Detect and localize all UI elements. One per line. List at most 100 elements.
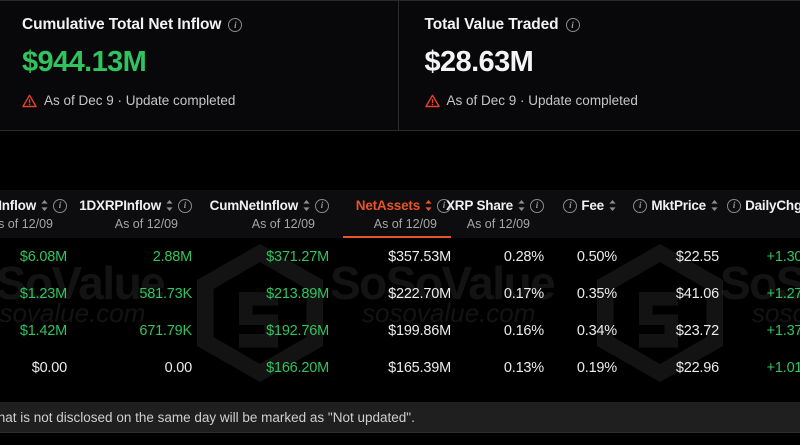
table-cell: 671.79K <box>139 322 192 339</box>
info-icon[interactable]: i <box>727 198 742 213</box>
info-icon[interactable]: i <box>315 198 329 213</box>
column-header-label: MktPrice <box>651 198 706 213</box>
column-header-label: Fee <box>581 198 604 213</box>
info-icon[interactable]: i <box>563 198 578 213</box>
table-cell: $165.39M <box>388 359 451 376</box>
table-cell: +1.30% <box>766 248 800 265</box>
sort-toggle-icon[interactable] <box>424 199 433 212</box>
table-cell: +1.27% <box>766 285 800 302</box>
bottom-strip <box>0 432 800 445</box>
table-cell: $357.53M <box>388 248 451 265</box>
sort-toggle-icon[interactable] <box>710 199 719 212</box>
card-value: $944.13M <box>22 46 147 78</box>
table-cell: $23.72 <box>675 322 719 339</box>
column-header-label: 1DNetInflow <box>0 198 36 213</box>
column-header-subtitle: As of 12/09 <box>466 217 530 231</box>
active-column-indicator <box>343 236 451 238</box>
info-icon[interactable]: i <box>228 18 243 32</box>
data-table-container: SoSoValue sosovalue.com SoSoValue sosova… <box>0 190 800 402</box>
table-cell: 0.34% <box>576 322 617 339</box>
summary-card-total-value-traded: Total Value Traded i $28.63M As of Dec 9… <box>397 1 800 130</box>
column-header-1dxrpinflow[interactable]: 1DXRPInflow i As of 12/09 <box>77 190 202 238</box>
column-header-subtitle: As of 12/09 <box>114 217 178 231</box>
warning-triangle-icon <box>424 94 440 107</box>
table-cell: $371.27M <box>266 248 329 265</box>
column-header-subtitle: As of 12/09 <box>373 217 437 231</box>
card-status: As of Dec 9 · Update completed <box>22 93 398 108</box>
column-header-inner: i MktPrice <box>627 196 729 215</box>
table-cell: +1.01% <box>766 359 800 376</box>
column-header-dailychg[interactable]: i DailyChg <box>727 190 800 238</box>
column-header-inner: 1DNetInflow i <box>0 196 77 215</box>
table-cell: $0.00 <box>31 359 67 376</box>
card-status-label: As of Dec 9 · Update completed <box>44 93 236 108</box>
column-header-inner: NetAssets i <box>339 196 461 215</box>
table-row[interactable]: $6.08M 2.88M $371.27M $357.53M 0.28% 0.50% $22… <box>0 238 800 275</box>
page-title: Cumulative Total Net Inflow <box>22 16 222 33</box>
sort-toggle-icon[interactable] <box>517 199 526 212</box>
footer-disclaimer-banner: that is not disclosed on the same day wi… <box>0 402 800 432</box>
card-status-label: As of Dec 9 · Update completed <box>446 93 638 108</box>
column-header-inner: i DailyChg <box>727 196 800 215</box>
column-header-label: CumNetInflow <box>209 198 299 213</box>
info-icon[interactable]: i <box>178 198 192 213</box>
table-cell: $166.20M <box>266 359 329 376</box>
table-row[interactable]: $0.00 0.00 $166.20M $165.39M 0.13% 0.19% $22.9… <box>0 349 800 386</box>
card-header: Cumulative Total Net Inflow i <box>22 15 398 35</box>
warning-triangle-icon <box>22 94 37 107</box>
column-header-cumnetinflow[interactable]: CumNetInflow i As of 12/09 <box>202 190 339 238</box>
footer-disclaimer-text: that is not disclosed on the same day wi… <box>0 409 415 425</box>
table-cell: $213.89M <box>266 285 329 302</box>
sort-toggle-icon[interactable] <box>165 199 174 212</box>
column-header-mktprice[interactable]: i MktPrice <box>627 190 729 238</box>
info-icon[interactable]: i <box>530 198 544 213</box>
table-cell: 0.19% <box>576 359 617 376</box>
table-body: $6.08M 2.88M $371.27M $357.53M 0.28% 0.50% $22… <box>0 238 800 386</box>
column-header-inner: i Fee <box>554 196 627 215</box>
column-header-xrp-share[interactable]: XRP Share i As of 12/09 <box>446 190 554 238</box>
table-cell: $222.70M <box>388 285 451 302</box>
card-value: $28.63M <box>424 46 534 78</box>
card-status: As of Dec 9 · Update completed <box>424 93 800 108</box>
table-cell: 0.16% <box>503 322 544 339</box>
table-cell: 0.50% <box>576 248 617 265</box>
table-cell: $22.55 <box>675 248 719 265</box>
table-row[interactable]: $1.42M 671.79K $192.76M $199.86M 0.16% 0.34% $… <box>0 312 800 349</box>
sort-toggle-icon[interactable] <box>608 199 617 212</box>
info-icon[interactable]: i <box>633 198 648 213</box>
summary-cards: Cumulative Total Net Inflow i $944.13M A… <box>0 0 800 131</box>
column-header-inner: XRP Share i <box>446 196 554 215</box>
table-cell: $1.23M <box>19 285 67 302</box>
table-cell: 2.88M <box>152 248 193 265</box>
table-cell: +1.37% <box>766 322 800 339</box>
info-icon[interactable]: i <box>565 18 580 32</box>
column-header-label: 1DXRPInflow <box>79 198 161 213</box>
column-header-label: XRP Share <box>446 198 513 213</box>
table-cell: $41.06 <box>675 285 719 302</box>
table-row[interactable]: $1.23M 581.73K $213.89M $222.70M 0.17% 0.35% $… <box>0 275 800 312</box>
column-header-netassets[interactable]: NetAssets i As of 12/09 <box>339 190 461 238</box>
table-cell: 0.28% <box>503 248 544 265</box>
summary-card-cumulative-total-net-inflow: Cumulative Total Net Inflow i $944.13M A… <box>0 1 398 130</box>
table-cell: $22.96 <box>675 359 719 376</box>
card-header: Total Value Traded i <box>425 15 800 35</box>
info-icon[interactable]: i <box>53 198 67 213</box>
sort-toggle-icon[interactable] <box>302 199 311 212</box>
table-cell: $192.76M <box>266 322 329 339</box>
column-header-label: DailyChg <box>745 198 800 213</box>
column-header-subtitle: As of 12/09 <box>0 217 53 231</box>
column-header-inner: 1DXRPInflow i <box>77 196 202 215</box>
column-header-subtitle: As of 12/09 <box>251 217 315 231</box>
table-cell: 0.00 <box>164 359 193 376</box>
column-header-fee[interactable]: i Fee <box>554 190 627 238</box>
info-icon[interactable]: i <box>437 198 451 213</box>
column-header-label: NetAssets <box>355 198 420 213</box>
sort-toggle-icon[interactable] <box>40 199 49 212</box>
table-cell: 0.17% <box>503 285 544 302</box>
column-header-1dnetinflow[interactable]: 1DNetInflow iAs of 12/09 <box>0 190 77 238</box>
table-cell: $199.86M <box>388 322 451 339</box>
table-cell: $1.42M <box>19 322 67 339</box>
